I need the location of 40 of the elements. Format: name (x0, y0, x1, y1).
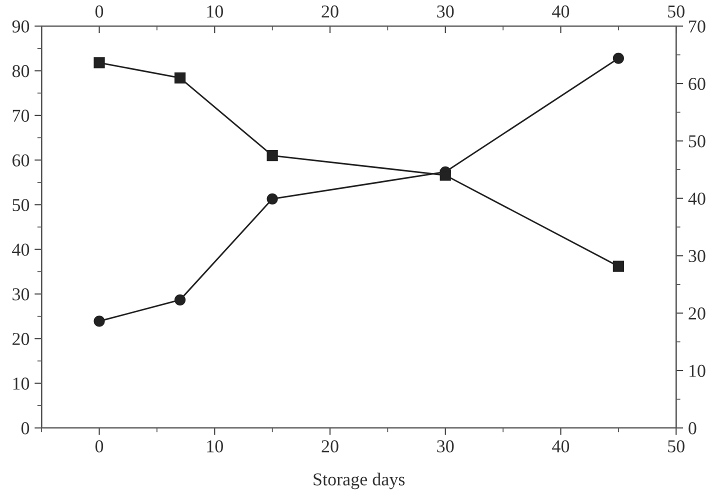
y2-tick-label: 20 (688, 307, 706, 320)
x2-tick-label: 0 (95, 440, 104, 452)
point (174, 294, 186, 306)
y-tick-label: 40 (12, 244, 30, 256)
point (94, 57, 105, 68)
x-axis-title: Storage days (314, 472, 405, 490)
y-tick-label: 20 (12, 332, 30, 346)
y2-tick-label: 40 (688, 192, 706, 205)
y-tick-label: 90 (12, 20, 30, 33)
point (94, 316, 105, 327)
point (440, 170, 451, 181)
y2-tick-label: 10 (690, 364, 706, 377)
x-tick-label: 10 (207, 5, 223, 18)
x2-tick-label: 20 (322, 440, 338, 452)
y2-tick-label: 60 (688, 78, 706, 90)
point (612, 52, 624, 64)
y2-tick-label: 70 (689, 20, 706, 33)
x-tick-label: 0 (95, 5, 104, 18)
y2-tick-label: 0 (688, 422, 696, 434)
y-tick-label: 60 (12, 154, 30, 167)
x-tick-label: 30 (437, 5, 454, 18)
x2-tick-label: 40 (552, 440, 570, 452)
y-tick-label: 10 (13, 378, 30, 390)
y-tick-label: 70 (12, 110, 30, 122)
y-tick-label: 50 (12, 198, 30, 212)
point (612, 260, 624, 272)
x-tick-label: 20 (322, 5, 338, 18)
x-tick-label: 50 (668, 5, 684, 18)
y2-tick-label: 50 (688, 135, 706, 148)
x2-tick-label: 10 (207, 440, 223, 452)
x2-tick-label: 30 (437, 440, 454, 452)
point (266, 150, 278, 162)
x2-tick-label: 50 (668, 440, 684, 452)
point (174, 72, 186, 84)
y-tick-label: 80 (12, 65, 30, 78)
x-tick-label: 40 (552, 5, 570, 18)
point (266, 193, 278, 204)
y-tick-label: 30 (12, 288, 30, 300)
y-tick-label: 0 (21, 422, 30, 434)
y2-tick-label: 30 (688, 250, 706, 262)
